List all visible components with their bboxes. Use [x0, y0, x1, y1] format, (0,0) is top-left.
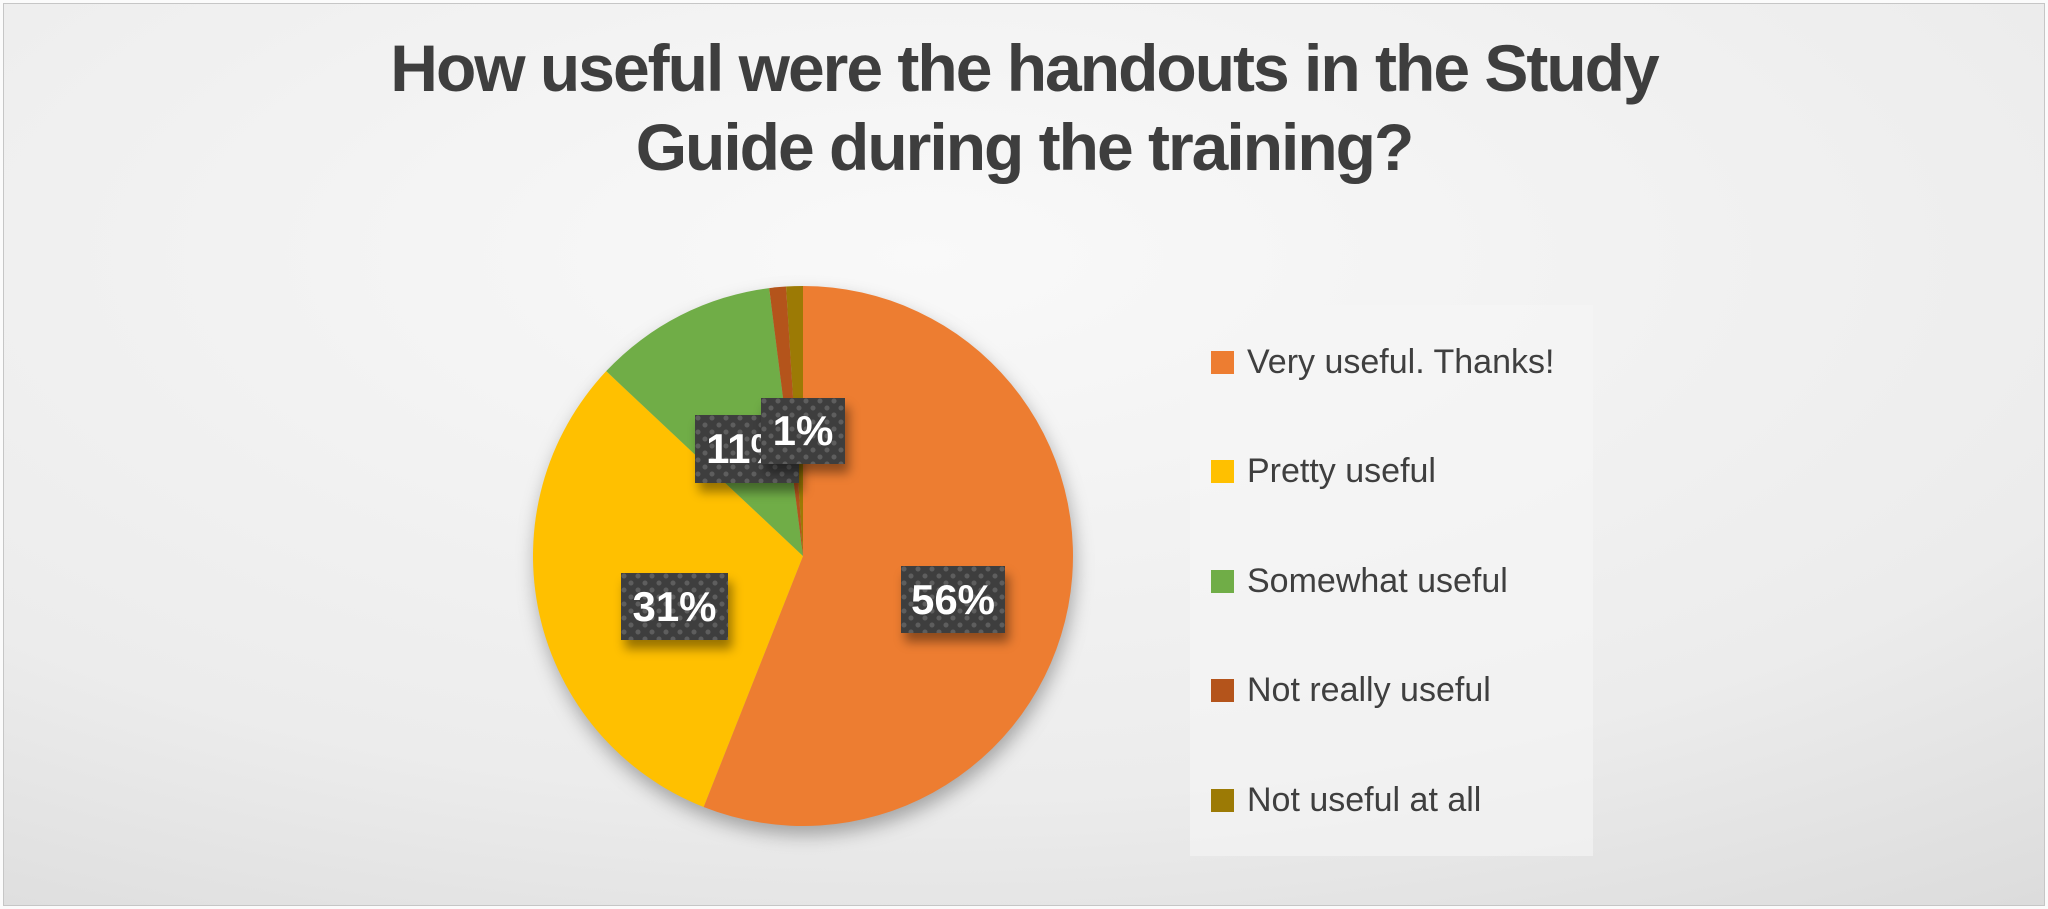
- pie-chart: [533, 286, 1074, 826]
- legend-swatch-icon: [1211, 569, 1234, 593]
- legend-item-label: Not really useful: [1247, 670, 1491, 709]
- legend-swatch-icon: [1211, 678, 1234, 702]
- chart-title-line-2: Guide during the training?: [635, 110, 1415, 184]
- chart-title: How useful were the handouts in the Stud…: [3, 29, 2045, 187]
- legend-item-very-useful-thanks: Very useful. Thanks!: [1211, 339, 1554, 385]
- legend-item-label: Not useful at all: [1247, 780, 1482, 819]
- legend: Very useful. Thanks! Pretty useful Somewha…: [1190, 305, 1593, 856]
- pie-slices: [533, 286, 1074, 826]
- legend-swatch-icon: [1211, 350, 1234, 374]
- legend-item-label: Very useful. Thanks!: [1247, 342, 1555, 381]
- legend-swatch-icon: [1211, 788, 1234, 812]
- legend-swatch-icon: [1211, 459, 1234, 483]
- legend-item-label: Pretty useful: [1247, 451, 1436, 490]
- legend-item-not-useful-at-all: Not useful at all: [1211, 777, 1481, 823]
- legend-item-label: Somewhat useful: [1247, 561, 1508, 600]
- legend-item-somewhat-useful: Somewhat useful: [1211, 558, 1508, 604]
- legend-item-not-really-useful: Not really useful: [1211, 667, 1491, 713]
- legend-item-pretty-useful: Pretty useful: [1211, 448, 1436, 494]
- chart-title-line-1: How useful were the handouts in the Stud…: [390, 31, 1659, 105]
- pie-slice-very-useful-thanks: [703, 286, 1074, 826]
